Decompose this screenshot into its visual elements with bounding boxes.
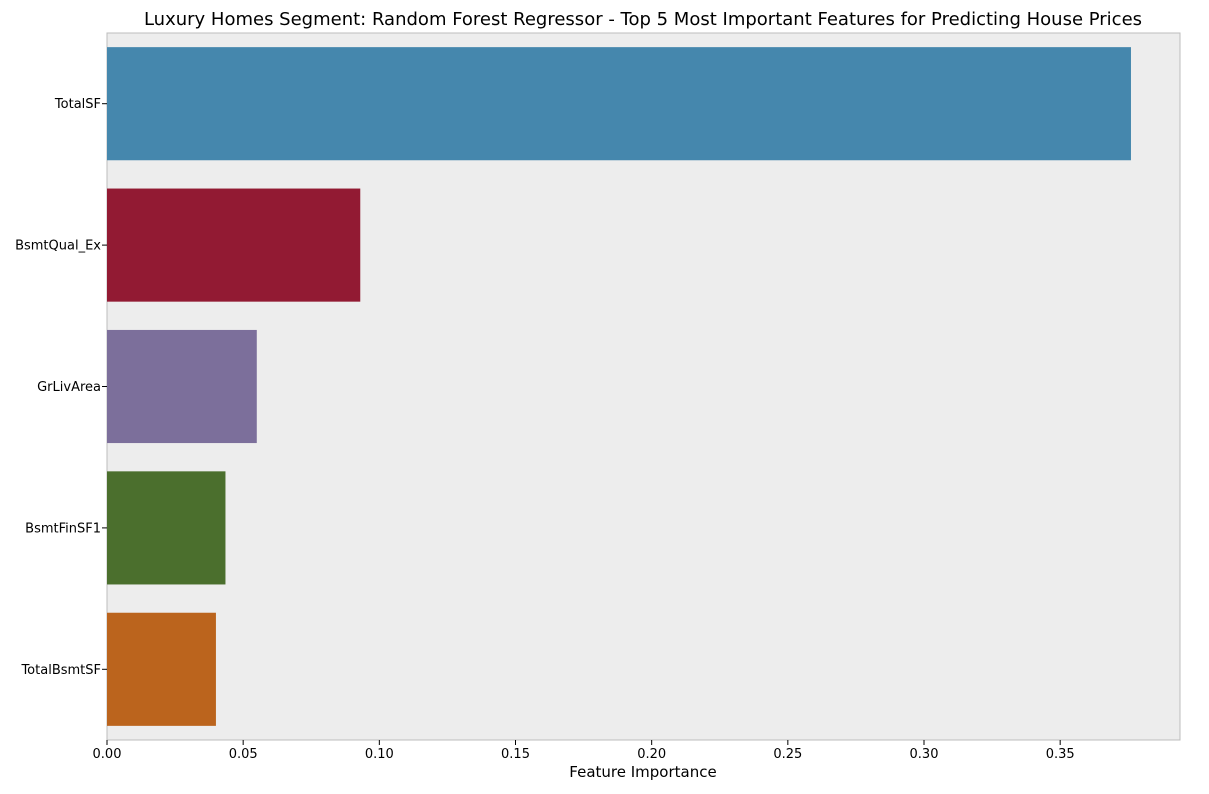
x-tick-label: 0.35 (1046, 747, 1075, 762)
x-tick-label: 0.10 (365, 747, 394, 762)
chart-title: Luxury Homes Segment: Random Forest Regr… (144, 9, 1142, 30)
x-tick-label: 0.15 (501, 747, 530, 762)
bar-bsmtfinsf1 (107, 471, 226, 585)
y-tick-label: TotalBsmtSF (20, 663, 101, 678)
bar-bsmtqual-ex (107, 188, 361, 302)
x-tick-label: 0.25 (773, 747, 802, 762)
y-tick-label: BsmtFinSF1 (25, 521, 101, 536)
bars-group (107, 47, 1131, 726)
bar-totalbsmtsf (107, 612, 216, 726)
x-axis-label: Feature Importance (569, 763, 716, 781)
bar-grlivarea (107, 329, 257, 444)
y-tick-label: GrLivArea (37, 380, 101, 395)
x-tick-label: 0.05 (229, 747, 258, 762)
y-axis-ticks: TotalSF BsmtQual_Ex GrLivArea BsmtFinSF1 Tot… (15, 97, 107, 678)
x-axis-ticks: 0.00 0.05 0.10 0.15 0.20 0.25 0.30 0.35 (93, 740, 1075, 762)
x-tick-label: 0.20 (637, 747, 666, 762)
bar-totalsf (107, 47, 1131, 161)
x-tick-label: 0.30 (910, 747, 939, 762)
y-tick-label: TotalSF (54, 97, 101, 112)
x-tick-label: 0.00 (93, 747, 122, 762)
y-tick-label: BsmtQual_Ex (15, 239, 101, 254)
